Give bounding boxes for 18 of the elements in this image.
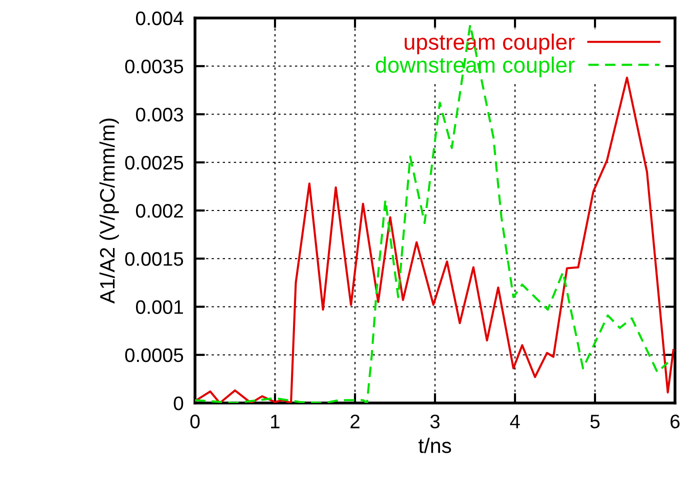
x-tick-label: 6: [670, 414, 680, 428]
y-tick-label: 0.0025: [125, 156, 184, 170]
y-tick-label: 0.002: [136, 204, 183, 218]
y-tick-label: 0.0035: [125, 60, 184, 74]
x-tick-label: 4: [510, 414, 520, 428]
y-tick-label: 0: [174, 396, 184, 410]
x-tick-label: 5: [590, 414, 600, 428]
y-tick-label: 0.003: [136, 108, 184, 122]
x-tick-label: 0: [190, 414, 200, 428]
x-tick-label: 1: [271, 414, 280, 428]
y-axis-title: A1/A2 (V/pC/mm/m): [99, 118, 119, 304]
y-tick-label: 0.0005: [125, 348, 184, 362]
y-tick-label: 0.001: [136, 300, 183, 314]
y-tick-label: 0.0015: [125, 252, 184, 266]
x-axis-title: t/ns: [418, 438, 452, 454]
y-tick-label: 0.004: [136, 11, 184, 26]
x-tick-label: 2: [350, 414, 360, 428]
x-tick-label: 3: [430, 414, 440, 428]
